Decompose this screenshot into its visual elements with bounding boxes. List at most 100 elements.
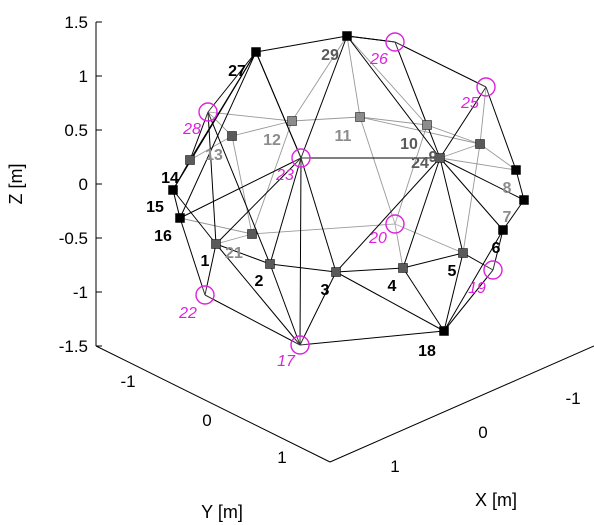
node-marker [398,263,408,273]
front-edge [299,157,302,346]
z-tick-label: -0.5 [59,229,88,248]
front-edge [269,263,301,346]
front-edge [179,51,257,219]
source-marker [198,102,218,122]
source-marker [195,285,215,305]
back-edge [189,135,233,161]
y-axis-line [95,345,331,463]
front-edge [346,35,441,159]
node-label: 5 [448,263,457,280]
node-marker [227,131,237,141]
z-tick-label: 0 [79,175,88,194]
front-edge [335,271,445,332]
front-edge [443,269,494,332]
x-tick-label: -1 [565,389,580,408]
back-edge [394,223,404,269]
node-label: 14 [161,170,179,187]
z-tick-label: 1.5 [64,13,88,32]
back-edge [394,124,428,225]
node-marker [435,153,445,163]
front-edge [255,35,348,53]
node-marker [175,213,185,223]
z-tick-label: -1 [73,283,88,302]
front-edge [215,243,301,346]
front-edge [172,189,217,245]
front-edge [269,157,302,265]
node-marker [251,47,261,57]
node-label: 10 [400,136,418,153]
node-marker [287,116,297,126]
node-label: 18 [418,343,436,360]
node-label: 12 [263,132,281,149]
node-marker [168,185,178,195]
x-tick-label: 1 [390,457,399,476]
node-marker [211,239,221,249]
node-label: 2 [255,273,264,290]
back-edge [359,116,481,145]
front-edge [204,294,301,346]
front-edge [443,229,504,332]
front-edge [207,111,217,245]
back-edge [251,120,293,235]
node-marker [475,139,485,149]
front-edge [335,157,441,273]
front-edge [346,35,396,43]
node-label: 15 [146,199,164,216]
back-edge [179,217,253,235]
source-label: 28 [182,121,201,138]
source-label: 22 [178,305,197,322]
source-marker [291,148,311,168]
front-edge [402,252,464,269]
z-axis-label: Z [m] [6,164,26,205]
node-marker [511,165,521,175]
z-tick-label: 0.5 [64,121,88,140]
node-marker [331,267,341,277]
source-label: 17 [277,353,296,370]
source-marker [476,77,496,97]
back-edge [231,120,293,137]
back-edge [439,143,481,159]
y-tick-label: 0 [202,411,211,430]
source-label: 19 [468,280,486,297]
node-label: 4 [388,278,397,295]
back-edge [439,157,517,171]
x-axis-label: X [m] [475,490,517,510]
x-tick-label: 0 [478,423,487,442]
front-edge [502,199,525,231]
node-label: 27 [228,63,246,80]
source-label: 20 [368,230,387,247]
back-edge [426,124,481,145]
node-marker [185,155,195,165]
front-edge [179,217,206,296]
front-edge [269,263,337,273]
y-tick-label: 1 [277,448,286,467]
front-edge [462,252,494,271]
z-tick-label: -1.5 [59,337,88,356]
node-marker [519,195,529,205]
node-label: 13 [205,147,223,164]
back-edge [359,116,396,225]
front-edge [485,86,517,171]
node-marker [247,229,257,239]
front-edge [515,169,525,201]
back-edge [462,143,481,254]
back-edge [231,135,253,235]
front-edge [300,35,348,159]
front-edge [439,86,487,159]
node-label: 8 [503,180,512,197]
front-edge [439,157,525,201]
back-edge [346,35,428,126]
front-edge [299,271,337,346]
node-marker [498,225,508,235]
node-label: 24 [411,155,429,172]
back-edge [479,143,517,171]
node-marker [458,248,468,258]
front-edge [179,157,302,219]
node-marker [265,259,275,269]
front-edge [439,157,464,254]
source-marker [385,214,405,234]
source-label: 25 [460,95,479,112]
front-edge [402,267,445,332]
node-label: 6 [492,240,501,257]
